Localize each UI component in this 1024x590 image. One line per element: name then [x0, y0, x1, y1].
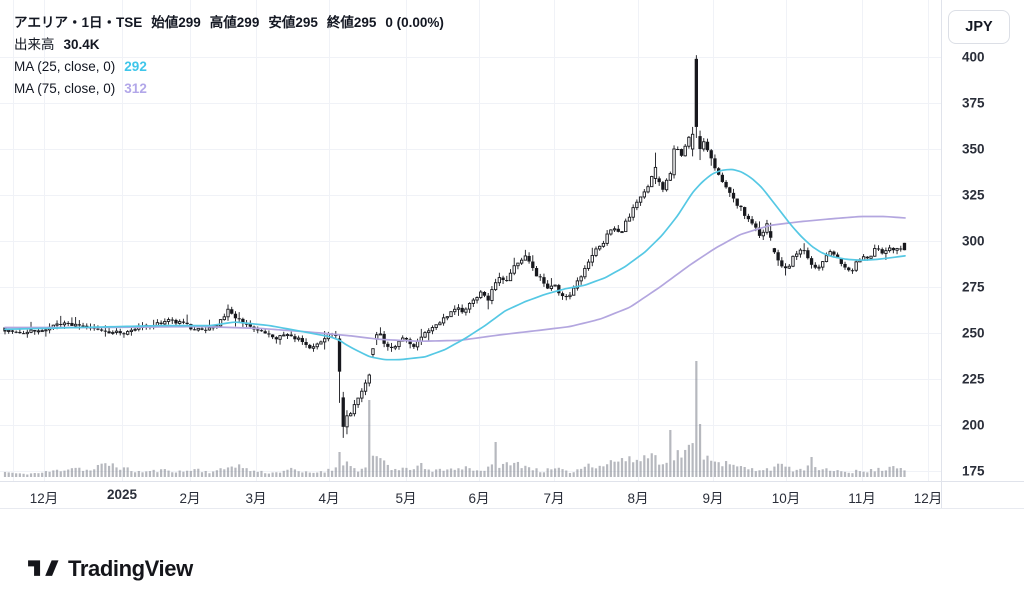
price-axis[interactable]: JPY 400 375 350 325 300 275 250 225 200 175 [942, 0, 1024, 481]
legend-title-row[interactable]: アエリア・1日・TSE 始値299 高値299 安値295 終値295 0 (0… [14, 12, 444, 34]
chart-legend: アエリア・1日・TSE 始値299 高値299 安値295 終値295 0 (0… [14, 12, 444, 100]
price-tick-label: 275 [962, 279, 985, 295]
legend-ma25-row[interactable]: MA (25, close, 0) 292 [14, 56, 444, 78]
time-tick-label: 12月 [913, 491, 943, 506]
tradingview-logo-icon [28, 560, 59, 576]
price-tick-label: 375 [962, 95, 985, 111]
time-tick-label: 9月 [702, 491, 724, 506]
time-tick-label: 5月 [395, 491, 417, 506]
time-tick-label: 8月 [627, 491, 649, 506]
volume-value: 30.4K [63, 37, 100, 52]
currency-button[interactable]: JPY [948, 10, 1010, 44]
close-value: 終値295 [326, 15, 377, 30]
open-value: 始値299 [151, 15, 201, 30]
ma25-label: MA (25, close, 0) [14, 59, 116, 74]
tradingview-logo-text: TradingView [68, 556, 193, 581]
price-tick-label: 175 [962, 463, 985, 479]
price-tick-label: 350 [962, 141, 985, 157]
price-axis-border [941, 0, 942, 508]
pane-bottom-border [0, 481, 1024, 482]
symbol-title: アエリア・1日・TSE [14, 15, 143, 30]
change-value: 0 (0.00%) [385, 15, 444, 30]
volume-label: 出来高 [14, 37, 55, 52]
legend-ma75-row[interactable]: MA (75, close, 0) 312 [14, 78, 444, 100]
price-tick-label: 300 [962, 233, 985, 249]
legend-volume-row[interactable]: 出来高 30.4K [14, 34, 444, 56]
tradingview-logo[interactable]: TradingView [28, 556, 193, 582]
low-value: 安値295 [268, 15, 318, 30]
widget-bottom-border [0, 508, 1024, 509]
time-tick-label: 2025 [106, 487, 138, 502]
time-tick-label: 3月 [245, 491, 267, 506]
time-tick-label: 7月 [543, 491, 565, 506]
time-tick-label: 10月 [771, 491, 801, 506]
price-tick-label: 400 [962, 49, 985, 65]
candlestick-chart[interactable] [0, 0, 941, 481]
time-tick-label: 11月 [848, 491, 876, 506]
price-tick-label: 325 [962, 187, 985, 203]
ma75-label: MA (75, close, 0) [14, 81, 116, 96]
time-tick-label: 6月 [468, 491, 490, 506]
time-tick-label: 2月 [179, 491, 201, 506]
price-tick-label: 250 [962, 325, 985, 341]
time-tick-label: 12月 [29, 491, 59, 506]
ma75-value: 312 [124, 81, 147, 96]
high-value: 高値299 [209, 15, 260, 30]
time-axis[interactable]: 12月 2025 2月 3月 4月 5月 6月 7月 8月 9月 10月 11月 12月 [0, 482, 1024, 508]
price-tick-label: 200 [962, 417, 985, 433]
time-tick-label: 4月 [318, 491, 340, 506]
ma25-value: 292 [124, 59, 147, 74]
price-tick-label: 225 [962, 371, 985, 387]
